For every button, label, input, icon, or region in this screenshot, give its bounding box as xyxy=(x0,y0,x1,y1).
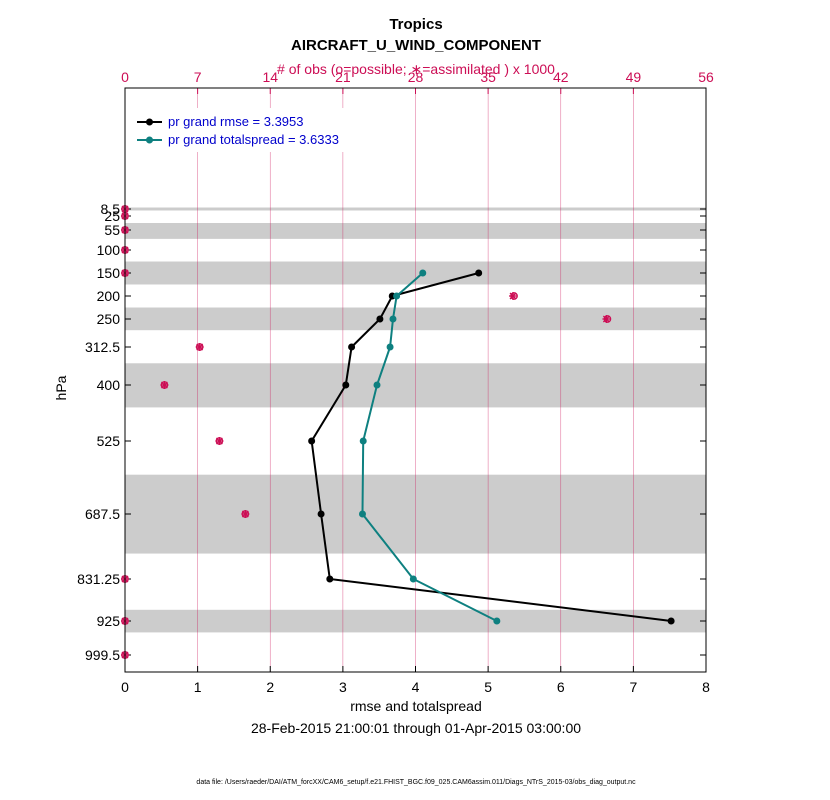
top-tick-labels: 0 7 14 21 28 35 42 49 56 xyxy=(121,69,714,85)
obs-star-stroke xyxy=(241,510,249,518)
x-tick-label: 7 xyxy=(629,679,637,695)
obs-assimilated-marker xyxy=(195,343,204,351)
series-point-0 xyxy=(348,343,356,351)
x-tick-label: 3 xyxy=(339,679,347,695)
top-tick-label: 0 xyxy=(121,69,129,85)
obs-star-stroke xyxy=(602,315,610,323)
obs-assimilated-marker xyxy=(602,315,611,323)
y-tick-label: 200 xyxy=(97,288,121,304)
legend-spread-label: pr grand totalspread = 3.6333 xyxy=(168,132,339,147)
series-point-0 xyxy=(376,315,384,323)
y-axis-label: hPa xyxy=(53,375,69,400)
x-tick-label: 5 xyxy=(484,679,492,695)
legend: pr grand rmse = 3.3953 pr grand totalspr… xyxy=(130,108,370,152)
y-tick-label: 250 xyxy=(97,311,121,327)
plot-frame xyxy=(124,87,707,673)
obs-star-stroke xyxy=(196,343,204,351)
series-point-1 xyxy=(393,292,401,300)
series-point-1 xyxy=(386,343,394,351)
x-tick-label: 4 xyxy=(412,679,420,695)
x-tick-label: 8 xyxy=(702,679,710,695)
y-tick-label: 687.5 xyxy=(85,506,120,522)
data-file-footer: data file: /Users/raeder/DAI/ATM_forcXX/… xyxy=(196,779,636,786)
top-axis-label: # of obs (o=possible; ∗=assimilated ) x … xyxy=(277,61,555,77)
top-tick-label: 35 xyxy=(480,69,496,85)
y-tick-label: 8.5 xyxy=(101,201,121,217)
obs-assimilated-marker xyxy=(215,437,224,445)
y-tick-label: 150 xyxy=(97,265,121,281)
top-tick-label: 14 xyxy=(262,69,278,85)
series-point-1 xyxy=(359,437,367,445)
series-point-1 xyxy=(389,315,397,323)
y-tick-label: 55 xyxy=(104,222,120,238)
legend-rmse-label: pr grand rmse = 3.3953 xyxy=(168,114,304,129)
obs-star-stroke xyxy=(509,292,517,300)
top-tick-label: 28 xyxy=(408,69,424,85)
series-point-1 xyxy=(409,575,417,583)
series-point-0 xyxy=(667,617,675,625)
obs-assimilated-marker xyxy=(509,292,518,300)
top-axis-grid xyxy=(124,88,707,672)
top-tick-label: 7 xyxy=(194,69,202,85)
y-tick-label: 999.5 xyxy=(85,647,120,663)
x-tick-label: 1 xyxy=(194,679,202,695)
series-point-0 xyxy=(475,269,483,277)
legend-box xyxy=(130,108,370,152)
obs-star-stroke xyxy=(215,437,223,445)
top-tick-label: 21 xyxy=(335,69,351,85)
series-point-1 xyxy=(373,381,381,389)
series-point-1 xyxy=(419,269,427,277)
x-tick-label: 6 xyxy=(557,679,565,695)
legend-rmse-marker xyxy=(146,118,153,126)
obs-star-stroke xyxy=(160,381,168,389)
legend-spread-marker xyxy=(146,136,153,144)
series-point-0 xyxy=(308,437,316,445)
y-tick-label: 400 xyxy=(97,377,121,393)
top-tick-label: 42 xyxy=(553,69,569,85)
series-point-0 xyxy=(317,510,325,518)
chart-subtitle: AIRCRAFT_U_WIND_COMPONENT xyxy=(291,37,541,54)
y-tick-label: 525 xyxy=(97,433,121,449)
top-tick-label: 56 xyxy=(698,69,714,85)
series-point-1 xyxy=(358,510,366,518)
series-lines xyxy=(308,269,675,625)
obs-assimilated-marker xyxy=(241,510,250,518)
series-point-1 xyxy=(493,617,501,625)
series-point-0 xyxy=(326,575,334,583)
obs-assimilated-marker xyxy=(160,381,169,389)
y-tick-label: 925 xyxy=(97,613,121,629)
x-tick-label: 0 xyxy=(121,679,129,695)
y-tick-label: 831.25 xyxy=(77,571,120,587)
x-axis-label: rmse and totalspread xyxy=(350,698,482,714)
x-tick-label: 2 xyxy=(266,679,274,695)
y-tick-label: 312.5 xyxy=(85,339,120,355)
y-tick-label: 100 xyxy=(97,242,121,258)
bottom-tick-labels: 0 1 2 3 4 5 6 7 8 xyxy=(121,679,710,695)
series-point-0 xyxy=(342,381,350,389)
top-tick-label: 49 xyxy=(626,69,642,85)
chart-title: Tropics xyxy=(389,16,442,33)
y-tick-label: 25 xyxy=(104,208,120,224)
date-range: 28-Feb-2015 21:00:01 through 01-Apr-2015… xyxy=(251,720,581,736)
